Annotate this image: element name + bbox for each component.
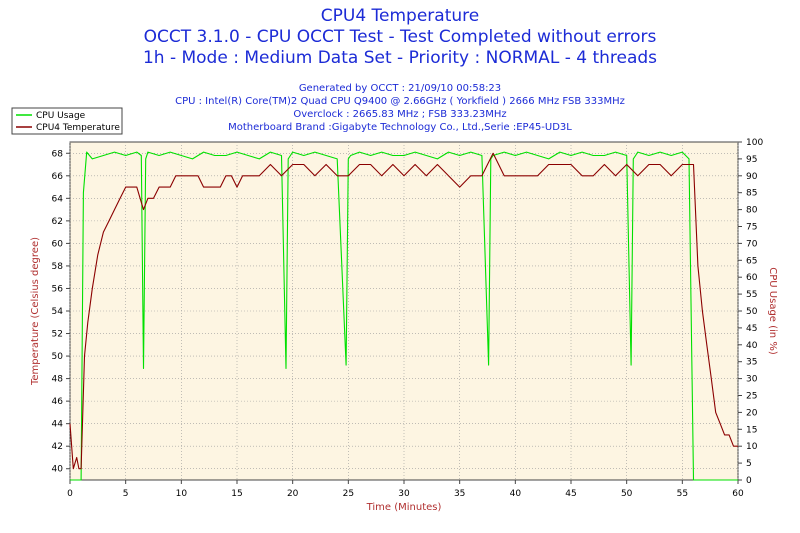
x-tick-label: 0 [67,489,73,499]
y-right-tick-label: 85 [746,189,757,199]
legend-box [11,107,123,135]
chart-subtitle-mode: 1h - Mode : Medium Data Set - Priority :… [142,48,658,68]
x-tick-label: 40 [510,489,522,499]
y-right-tick-label: 55 [746,290,757,300]
y-right-tick-label: 25 [746,392,757,402]
x-tick-label: 55 [677,489,688,499]
series-cpu4-temperature-line [69,152,738,470]
y-right-tick-label: 0 [746,476,752,486]
info-generated: Generated by OCCT : 21/09/10 00:58:23 [298,83,502,94]
x-tick-label: 45 [565,489,576,499]
y-left-tick-label: 68 [52,149,64,159]
y-right-tick-label: 40 [746,341,758,351]
series-lines [69,151,738,481]
x-tick-label: 10 [176,489,188,499]
y-axis-right-label: CPU Usage (in %) [767,267,778,355]
chart-title: CPU4 Temperature [320,6,480,26]
y-left-tick-label: 52 [52,330,63,340]
y-left-tick-label: 62 [52,217,63,227]
x-tick-label: 15 [231,489,242,499]
y-left-tick-label: 40 [52,465,64,475]
y-left-tick-label: 46 [52,397,64,407]
y-left-tick-label: 66 [52,172,64,182]
y-left-tick-label: 56 [52,284,64,294]
x-axis-label: Time (Minutes) [366,502,442,513]
legend-temperature-label: CPU4 Temperature [36,123,120,133]
y-left-tick-label: 58 [52,262,64,272]
x-tick-label: 5 [123,489,129,499]
y-left-tick-label: 60 [52,239,64,249]
y-left-tick-label: 64 [52,194,64,204]
y-left-tick-label: 44 [52,420,64,430]
y-right-tick-label: 100 [746,138,763,148]
y-axis-left-label: Temperature (Celsius degree) [30,237,41,386]
y-right-tick-label: 10 [746,442,758,452]
grid [69,142,739,480]
y-right-tick-label: 95 [746,155,757,165]
y-left-tick-label: 50 [52,352,64,362]
info-cpu: CPU : Intel(R) Core(TM)2 Quad CPU Q9400 … [175,96,625,107]
y-left-tick-label: 54 [52,307,64,317]
y-right-tick-label: 90 [746,172,758,182]
y-right-tick-label: 75 [746,223,757,233]
y-right-tick-label: 15 [746,425,757,435]
x-tick-label: 30 [398,489,410,499]
x-tick-label: 35 [454,489,465,499]
info-overclock: Overclock : 2665.83 MHz ; FSB 333.23MHz [293,109,507,120]
y-left-tick-label: 42 [52,442,63,452]
y-right-tick-label: 20 [746,408,758,418]
y-right-tick-label: 50 [746,307,758,317]
x-tick-label: 25 [343,489,354,499]
y-right-tick-label: 70 [746,239,758,249]
axis-ticks: 0 5 10 15 20 25 30 35 40 45 50 55 604042444648505254… [52,138,764,499]
y-right-tick-label: 60 [746,273,758,283]
legend: CPU Usage CPU4 Temperature [11,107,123,135]
y-right-tick-label: 30 [746,375,758,385]
info-motherboard: Motherboard Brand :Gigabyte Technology C… [228,122,572,133]
y-right-tick-label: 65 [746,256,757,266]
y-right-tick-label: 80 [746,206,758,216]
y-right-tick-label: 5 [746,459,752,469]
x-tick-label: 20 [287,489,299,499]
chart-subtitle-test: OCCT 3.1.0 - CPU OCCT Test - Test Comple… [143,27,657,47]
series-cpu-usage-line [70,151,738,481]
y-left-tick-label: 48 [52,375,64,385]
x-tick-label: 60 [732,489,744,499]
y-right-tick-label: 35 [746,358,757,368]
legend-cpu-usage-label: CPU Usage [36,111,86,121]
x-tick-label: 50 [621,489,633,499]
y-right-tick-label: 45 [746,324,757,334]
